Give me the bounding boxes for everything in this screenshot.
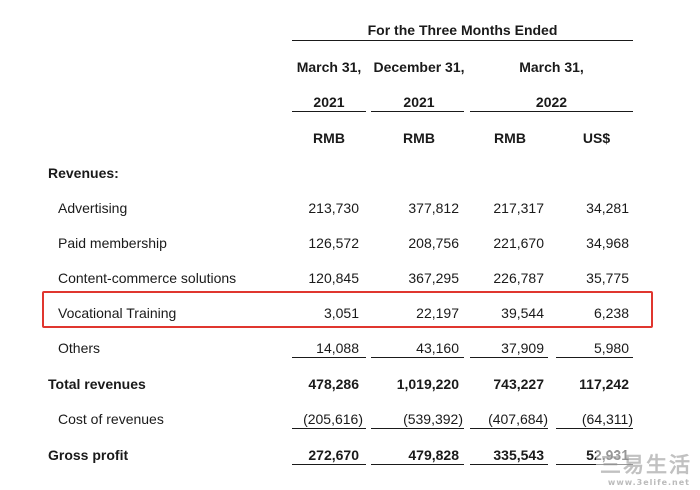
- cell-value: (64,311): [581, 411, 633, 427]
- row-label-total-revenues: Total revenues: [48, 376, 146, 392]
- cell-value: 367,295: [408, 270, 459, 286]
- col3-year: 2022: [535, 94, 568, 110]
- cell-value: 272,670: [308, 447, 359, 463]
- subtotal-rule: [556, 357, 633, 358]
- cell-value: 743,227: [493, 376, 544, 392]
- highlight-box: [42, 291, 653, 328]
- revenues-section-label: Revenues:: [48, 165, 119, 181]
- cell-value: 221,670: [493, 235, 544, 251]
- cell-value: 5,980: [593, 340, 629, 356]
- col3-date-line1: March 31,: [519, 59, 584, 75]
- cell-value: 34,281: [586, 200, 629, 216]
- subtotal-rule: [470, 428, 548, 429]
- total-rule: [292, 464, 366, 465]
- header-rule: [292, 40, 633, 41]
- total-rule: [371, 464, 464, 465]
- cell-value: 479,828: [408, 447, 459, 463]
- total-rule: [470, 464, 548, 465]
- period-title: For the Three Months Ended: [367, 22, 558, 38]
- row-label-advertising: Advertising: [58, 200, 128, 216]
- cell-value: 117,242: [579, 376, 629, 392]
- col1-date-line1: March 31,: [296, 59, 362, 75]
- cell-value: 6,238: [593, 305, 629, 321]
- col1-currency: RMB: [313, 130, 345, 146]
- cell-value: 217,317: [493, 200, 544, 216]
- col2-year: 2021: [403, 94, 435, 110]
- cell-value: 335,543: [493, 447, 544, 463]
- cell-value: 377,812: [408, 200, 459, 216]
- cell-value: (205,616): [303, 411, 363, 427]
- cell-value: 120,845: [308, 270, 359, 286]
- total-rule: [556, 464, 633, 465]
- subtotal-rule: [371, 357, 464, 358]
- col4-currency: US$: [582, 130, 611, 146]
- cell-value: 226,787: [493, 270, 544, 286]
- cell-value: 3,051: [323, 305, 359, 321]
- watermark-backdrop: [596, 451, 700, 490]
- row-label-gross-profit: Gross profit: [48, 447, 129, 463]
- col2-date-line1: December 31,: [373, 59, 465, 75]
- subtotal-rule: [556, 428, 633, 429]
- col3-currency: RMB: [494, 130, 526, 146]
- cell-value: 478,286: [308, 376, 359, 392]
- cell-value: 35,775: [586, 270, 629, 286]
- row-label-paid-membership: Paid membership: [58, 235, 167, 251]
- row-label-others: Others: [58, 340, 101, 356]
- cell-value: 39,544: [501, 305, 544, 321]
- subtotal-rule: [470, 357, 548, 358]
- row-label-cost-of-revenues: Cost of revenues: [58, 411, 164, 427]
- cell-value: 37,909: [501, 340, 544, 356]
- cell-value: 213,730: [308, 200, 359, 216]
- col1-year-rule: [292, 111, 366, 112]
- cell-value: 43,160: [416, 340, 459, 356]
- cell-value: 126,572: [308, 235, 359, 251]
- col2-year-rule: [371, 111, 464, 112]
- col3-year-rule: [470, 111, 633, 112]
- watermark-logo: 三易生活: [600, 453, 692, 477]
- cell-value: 34,968: [586, 235, 629, 251]
- row-label-vocational-training: Vocational Training: [58, 305, 177, 321]
- cell-value: 22,197: [416, 305, 459, 321]
- col1-year: 2021: [313, 94, 345, 110]
- cell-value: 14,088: [316, 340, 359, 356]
- subtotal-rule: [292, 428, 366, 429]
- subtotal-rule: [292, 357, 366, 358]
- cell-value: (539,392): [403, 411, 463, 427]
- col2-currency: RMB: [403, 130, 435, 146]
- cell-value: 1,019,220: [396, 376, 459, 392]
- cell-value: (407,684): [488, 411, 548, 427]
- cell-value: 208,756: [408, 235, 459, 251]
- subtotal-rule: [371, 428, 464, 429]
- watermark-url: www.3elife.net: [607, 478, 690, 487]
- row-label-content-commerce: Content-commerce solutions: [58, 270, 237, 286]
